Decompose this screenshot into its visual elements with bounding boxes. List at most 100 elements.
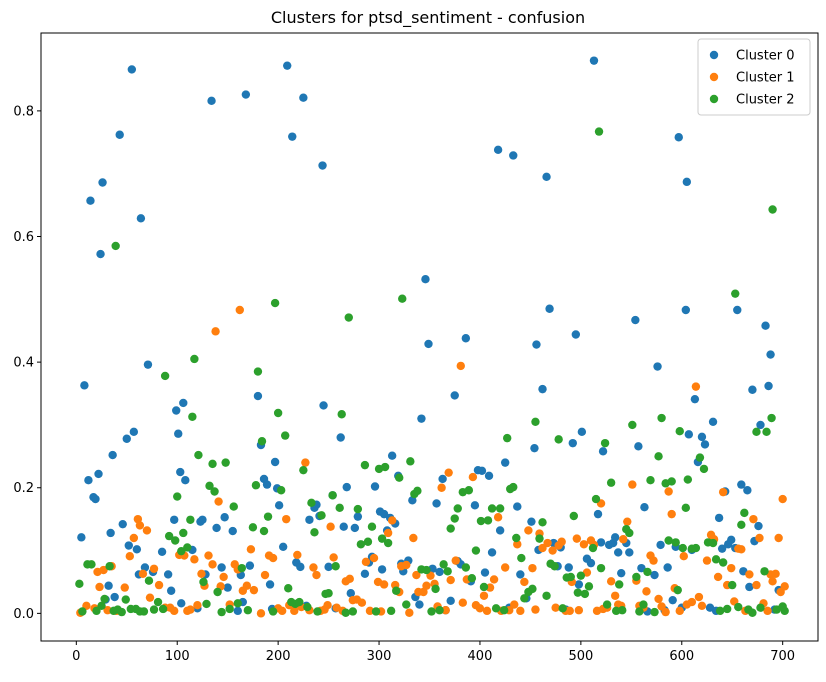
data-point	[727, 563, 736, 573]
data-point	[512, 533, 521, 543]
data-point	[542, 172, 551, 182]
data-point	[98, 178, 107, 187]
data-point	[360, 460, 370, 470]
data-point	[671, 538, 680, 547]
data-point	[221, 458, 230, 467]
data-point	[356, 540, 366, 549]
data-point	[127, 65, 137, 74]
data-point	[290, 606, 299, 616]
data-point	[276, 486, 286, 495]
data-point	[527, 517, 536, 526]
data-point	[727, 535, 736, 545]
data-point	[453, 504, 462, 513]
data-point	[684, 430, 694, 439]
data-point	[584, 582, 594, 591]
data-point	[495, 504, 505, 513]
data-point	[780, 582, 789, 591]
data-point	[591, 494, 601, 504]
data-point	[324, 562, 333, 572]
data-point	[664, 487, 673, 496]
data-point	[193, 601, 202, 610]
data-point	[717, 544, 727, 553]
data-point	[183, 543, 192, 552]
data-point	[138, 569, 148, 578]
data-point	[223, 583, 232, 592]
data-point	[551, 603, 560, 612]
data-point	[450, 514, 459, 523]
data-point	[413, 486, 422, 496]
data-point	[749, 514, 758, 524]
data-point	[467, 573, 477, 583]
data-point	[106, 528, 115, 538]
data-point	[653, 362, 662, 371]
data-point	[538, 384, 547, 394]
data-point	[675, 427, 684, 436]
data-point	[586, 558, 596, 568]
data-point	[635, 607, 644, 616]
data-point	[342, 482, 351, 492]
x-tick-label: 100	[165, 649, 190, 664]
data-point	[761, 321, 770, 330]
data-point	[577, 427, 587, 437]
data-point	[324, 589, 333, 598]
data-point	[125, 552, 134, 561]
legend-marker	[709, 50, 719, 60]
data-point	[220, 513, 229, 522]
data-point	[733, 305, 742, 315]
data-point	[598, 447, 608, 456]
data-point	[764, 381, 773, 391]
data-point	[91, 494, 100, 504]
data-point	[711, 555, 721, 564]
data-point	[293, 550, 302, 560]
data-point	[606, 577, 616, 586]
data-point	[241, 90, 251, 99]
data-point	[565, 606, 574, 616]
data-point	[483, 516, 493, 525]
data-point	[288, 132, 297, 141]
data-point	[610, 591, 620, 600]
data-point	[574, 580, 584, 589]
data-point	[235, 305, 244, 315]
data-point	[86, 196, 95, 205]
data-point	[642, 587, 651, 596]
data-point	[346, 589, 355, 598]
data-point	[310, 528, 319, 537]
data-point	[619, 535, 628, 544]
data-point	[219, 572, 228, 582]
data-point	[617, 568, 626, 578]
data-point	[475, 604, 485, 613]
data-point	[520, 594, 529, 603]
data-point	[464, 486, 474, 495]
data-point	[149, 605, 159, 614]
data-point	[557, 537, 566, 546]
axes: 0 100 200 300 400 500 600 700 0.0 0.2 0.4 0.6 0.8	[13, 32, 819, 664]
data-point	[528, 584, 537, 594]
data-point	[477, 466, 487, 475]
data-point	[253, 391, 263, 401]
data-point	[446, 575, 455, 585]
data-point	[415, 600, 424, 609]
data-point	[756, 603, 765, 612]
data-point	[379, 580, 389, 589]
data-point	[350, 523, 360, 533]
data-point	[579, 540, 589, 549]
data-point	[745, 570, 754, 579]
data-point	[319, 401, 328, 410]
data-point	[443, 567, 452, 576]
data-point	[756, 420, 765, 430]
data-point	[439, 560, 448, 569]
data-point	[188, 412, 197, 421]
data-point	[118, 519, 127, 529]
data-point	[369, 553, 379, 563]
data-point	[163, 570, 173, 579]
data-point	[367, 522, 377, 531]
data-point	[317, 511, 326, 520]
data-point	[722, 604, 732, 614]
data-point	[766, 350, 775, 359]
data-point	[489, 575, 499, 584]
data-point	[395, 473, 404, 482]
data-point	[640, 503, 649, 512]
data-point	[427, 607, 436, 616]
data-point	[568, 438, 577, 448]
data-point	[573, 588, 583, 597]
